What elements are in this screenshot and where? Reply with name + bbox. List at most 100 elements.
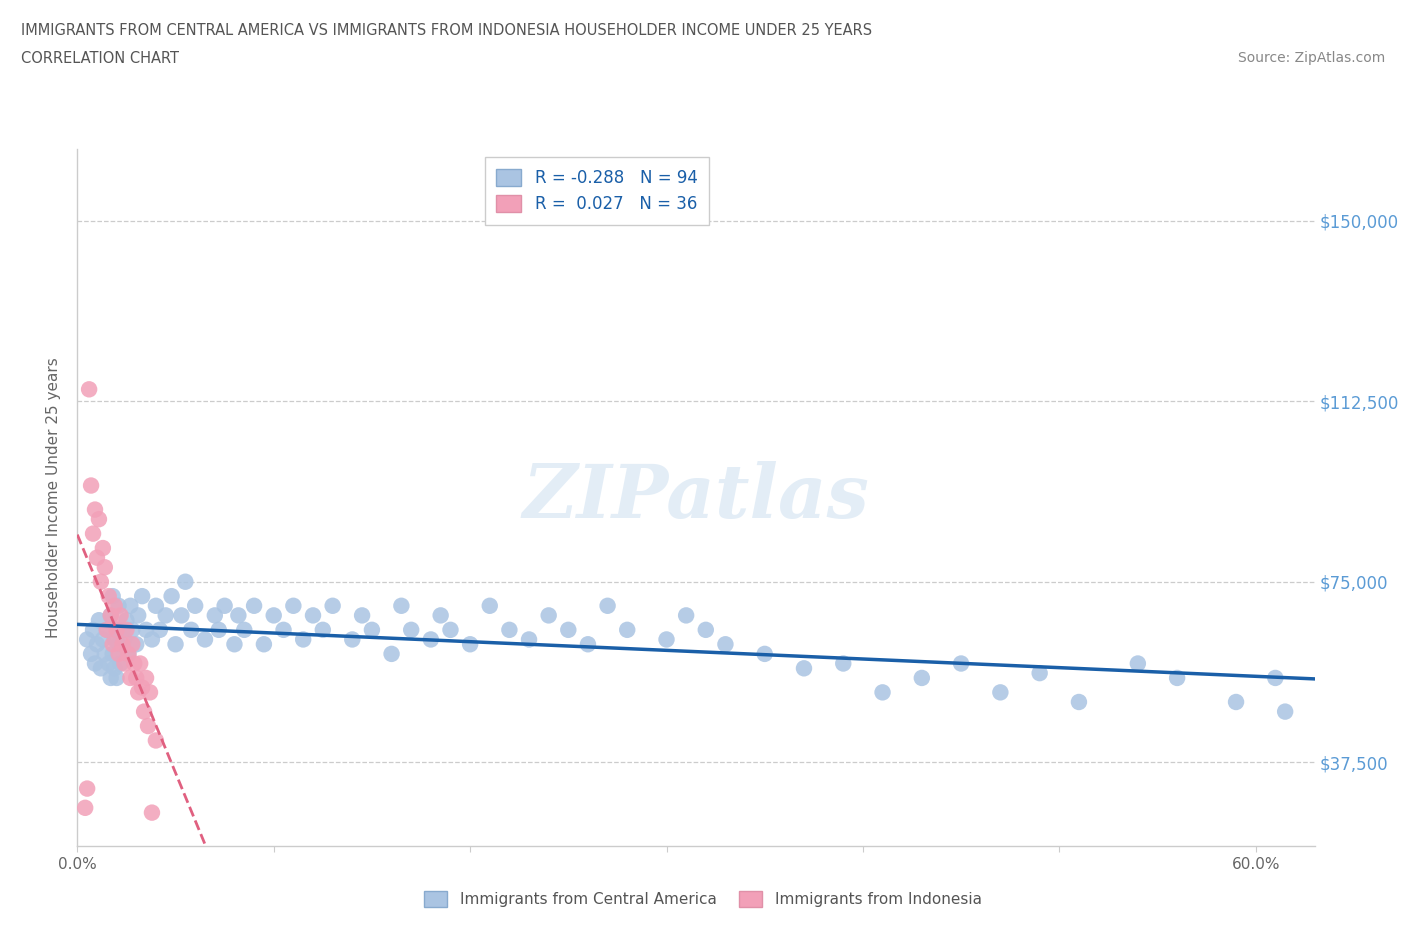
Legend: Immigrants from Central America, Immigrants from Indonesia: Immigrants from Central America, Immigra…: [419, 884, 987, 913]
Point: [204, 608, 226, 623]
Point: [174, 575, 197, 590]
Point: [793, 661, 815, 676]
Point: [419, 632, 441, 647]
Point: [342, 632, 364, 647]
Text: IMMIGRANTS FROM CENTRAL AMERICA VS IMMIGRANTS FROM INDONESIA HOUSEHOLDER INCOME : IMMIGRANTS FROM CENTRAL AMERICA VS IMMIG…: [21, 23, 872, 38]
Point: [105, 622, 128, 637]
Point: [478, 598, 501, 613]
Point: [950, 656, 973, 671]
Point: [352, 608, 374, 623]
Point: [80, 478, 103, 493]
Point: [695, 622, 717, 637]
Point: [517, 632, 540, 647]
Point: [114, 656, 136, 671]
Point: [283, 598, 305, 613]
Point: [184, 598, 207, 613]
Point: [97, 656, 120, 671]
Point: [596, 598, 619, 613]
Point: [110, 608, 132, 623]
Point: [832, 656, 855, 671]
Text: Source: ZipAtlas.com: Source: ZipAtlas.com: [1237, 51, 1385, 65]
Point: [107, 646, 129, 661]
Point: [675, 608, 697, 623]
Point: [557, 622, 579, 637]
Point: [263, 608, 285, 623]
Point: [94, 560, 117, 575]
Point: [96, 622, 118, 637]
Point: [273, 622, 295, 637]
Point: [127, 608, 149, 623]
Point: [105, 622, 128, 637]
Point: [576, 637, 599, 652]
Point: [170, 608, 193, 623]
Point: [90, 575, 112, 590]
Point: [1225, 695, 1247, 710]
Point: [208, 622, 231, 637]
Point: [120, 598, 142, 613]
Point: [104, 632, 127, 647]
Point: [80, 646, 103, 661]
Point: [149, 622, 172, 637]
Point: [714, 637, 737, 652]
Point: [872, 684, 894, 699]
Point: [87, 613, 110, 628]
Point: [145, 598, 167, 613]
Point: [100, 671, 122, 685]
Point: [655, 632, 678, 647]
Point: [121, 637, 143, 652]
Point: [100, 608, 122, 623]
Point: [107, 598, 129, 613]
Point: [75, 801, 97, 816]
Point: [76, 781, 98, 796]
Point: [117, 646, 139, 661]
Point: [155, 608, 177, 623]
Point: [132, 704, 155, 719]
Point: [107, 637, 129, 652]
Point: [124, 656, 146, 671]
Point: [127, 684, 149, 699]
Text: CORRELATION CHART: CORRELATION CHART: [21, 51, 179, 66]
Point: [86, 551, 108, 565]
Point: [165, 637, 187, 652]
Legend: R = -0.288   N = 94, R =  0.027   N = 36: R = -0.288 N = 94, R = 0.027 N = 36: [485, 157, 709, 225]
Point: [97, 589, 120, 604]
Point: [111, 622, 134, 637]
Point: [214, 598, 236, 613]
Point: [125, 671, 148, 685]
Point: [399, 622, 422, 637]
Point: [361, 622, 384, 637]
Point: [312, 622, 335, 637]
Point: [1028, 666, 1050, 681]
Point: [77, 382, 100, 397]
Point: [616, 622, 638, 637]
Point: [1274, 704, 1296, 719]
Text: ZIPatlas: ZIPatlas: [523, 461, 869, 534]
Point: [84, 656, 107, 671]
Point: [1126, 656, 1149, 671]
Point: [110, 656, 132, 671]
Point: [131, 680, 153, 695]
Point: [302, 608, 325, 623]
Point: [228, 608, 250, 623]
Point: [129, 656, 152, 671]
Point: [1166, 671, 1188, 685]
Point: [243, 598, 266, 613]
Point: [91, 632, 114, 647]
Point: [125, 637, 148, 652]
Point: [104, 598, 127, 613]
Point: [87, 512, 110, 526]
Point: [76, 632, 98, 647]
Point: [322, 598, 344, 613]
Point: [100, 608, 122, 623]
Point: [292, 632, 315, 647]
Point: [91, 540, 114, 555]
Point: [1067, 695, 1090, 710]
Point: [498, 622, 520, 637]
Point: [94, 646, 117, 661]
Point: [105, 671, 128, 685]
Point: [104, 661, 127, 676]
Point: [117, 646, 139, 661]
Point: [139, 684, 162, 699]
Point: [141, 805, 163, 820]
Point: [233, 622, 256, 637]
